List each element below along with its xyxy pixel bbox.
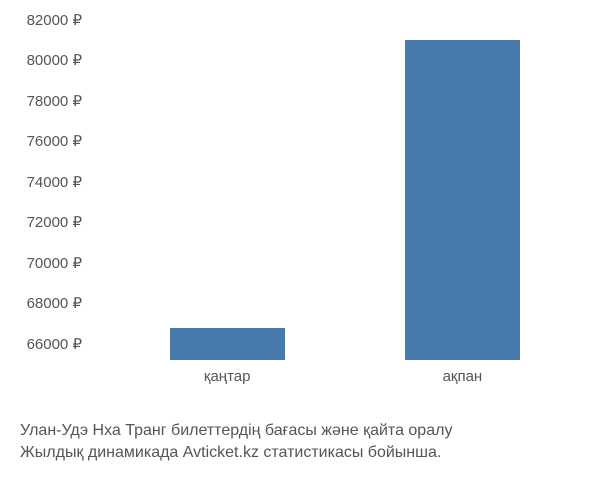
caption-line-2: Жылдық динамикада Avticket.kz статистика… — [20, 442, 580, 464]
y-tick-label: 76000 ₽ — [0, 132, 82, 150]
chart-caption: Улан-Удэ Нха Транг билеттердің бағасы жә… — [20, 420, 580, 465]
y-tick-label: 78000 ₽ — [0, 92, 82, 110]
y-tick-label: 82000 ₽ — [0, 11, 82, 29]
y-tick-label: 80000 ₽ — [0, 51, 82, 69]
price-bar-chart: 66000 ₽ 68000 ₽ 70000 ₽ 72000 ₽ 74000 ₽ 76000… — [0, 0, 600, 420]
y-tick-label: 70000 ₽ — [0, 254, 82, 272]
y-tick-label: 68000 ₽ — [0, 294, 82, 312]
caption-line-1: Улан-Удэ Нха Транг билеттердің бағасы жә… — [20, 420, 580, 442]
y-tick-label: 74000 ₽ — [0, 173, 82, 191]
x-tick-label: қаңтар — [204, 368, 251, 385]
y-tick-label: 66000 ₽ — [0, 335, 82, 353]
plot-area — [90, 20, 580, 360]
y-tick-label: 72000 ₽ — [0, 213, 82, 231]
bar — [170, 328, 285, 360]
x-tick-label: ақпан — [443, 368, 483, 385]
bar — [405, 40, 520, 360]
